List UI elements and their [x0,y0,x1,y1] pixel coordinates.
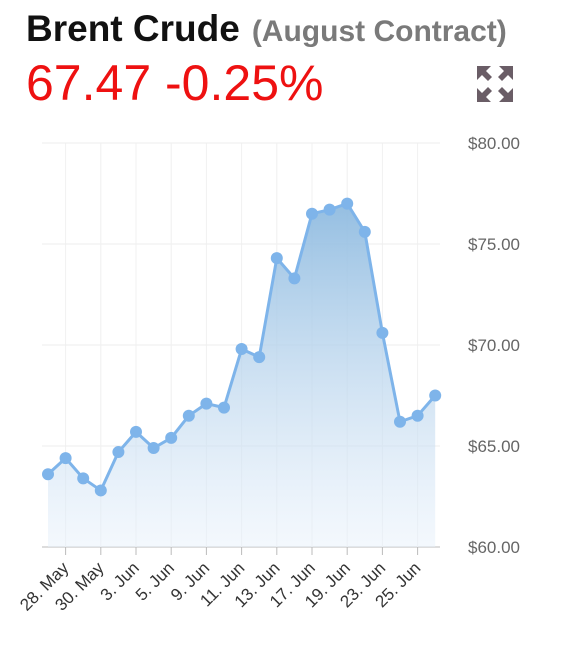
y-tick-label: $65.00 [468,437,520,456]
data-point [341,197,354,210]
data-point [112,446,125,459]
data-point [77,472,90,485]
data-point [94,484,107,497]
data-points [42,197,442,497]
data-point [358,225,371,238]
current-price: 67.47 [26,55,152,111]
data-point [130,425,142,438]
data-point [253,351,266,364]
data-point [165,431,178,444]
y-tick-label: $80.00 [468,134,520,153]
data-point [376,326,389,339]
x-tick-label: 3. Jun [97,558,143,604]
data-point [59,452,72,465]
y-tick-label: $75.00 [468,235,520,254]
title-row: Brent Crude (August Contract) [26,8,507,50]
y-tick-label: $60.00 [468,538,520,557]
y-tick-label: $70.00 [468,336,520,355]
data-point [411,409,424,422]
data-point [323,203,336,216]
data-point [200,397,213,410]
data-point [394,415,406,428]
data-point [147,442,160,455]
y-axis-labels: $60.00 $65.00 $70.00 $75.00 $80.00 [468,134,520,557]
price-change: -0.25% [165,55,324,111]
data-point [288,272,301,285]
price-row: 67.47 -0.25% [26,54,323,112]
area-fill [48,203,436,547]
x-tick-label: 5. Jun [132,558,178,604]
data-point [42,468,54,481]
data-point [218,401,230,414]
contract-subtitle: (August Contract) [251,15,507,48]
data-point [182,409,195,422]
chart-title: Brent Crude [26,8,240,49]
data-point [429,389,442,402]
data-point [306,207,318,220]
area-shape [48,203,436,547]
data-point [270,252,283,265]
data-point [235,343,248,356]
expand-arrows-icon[interactable] [475,64,515,104]
